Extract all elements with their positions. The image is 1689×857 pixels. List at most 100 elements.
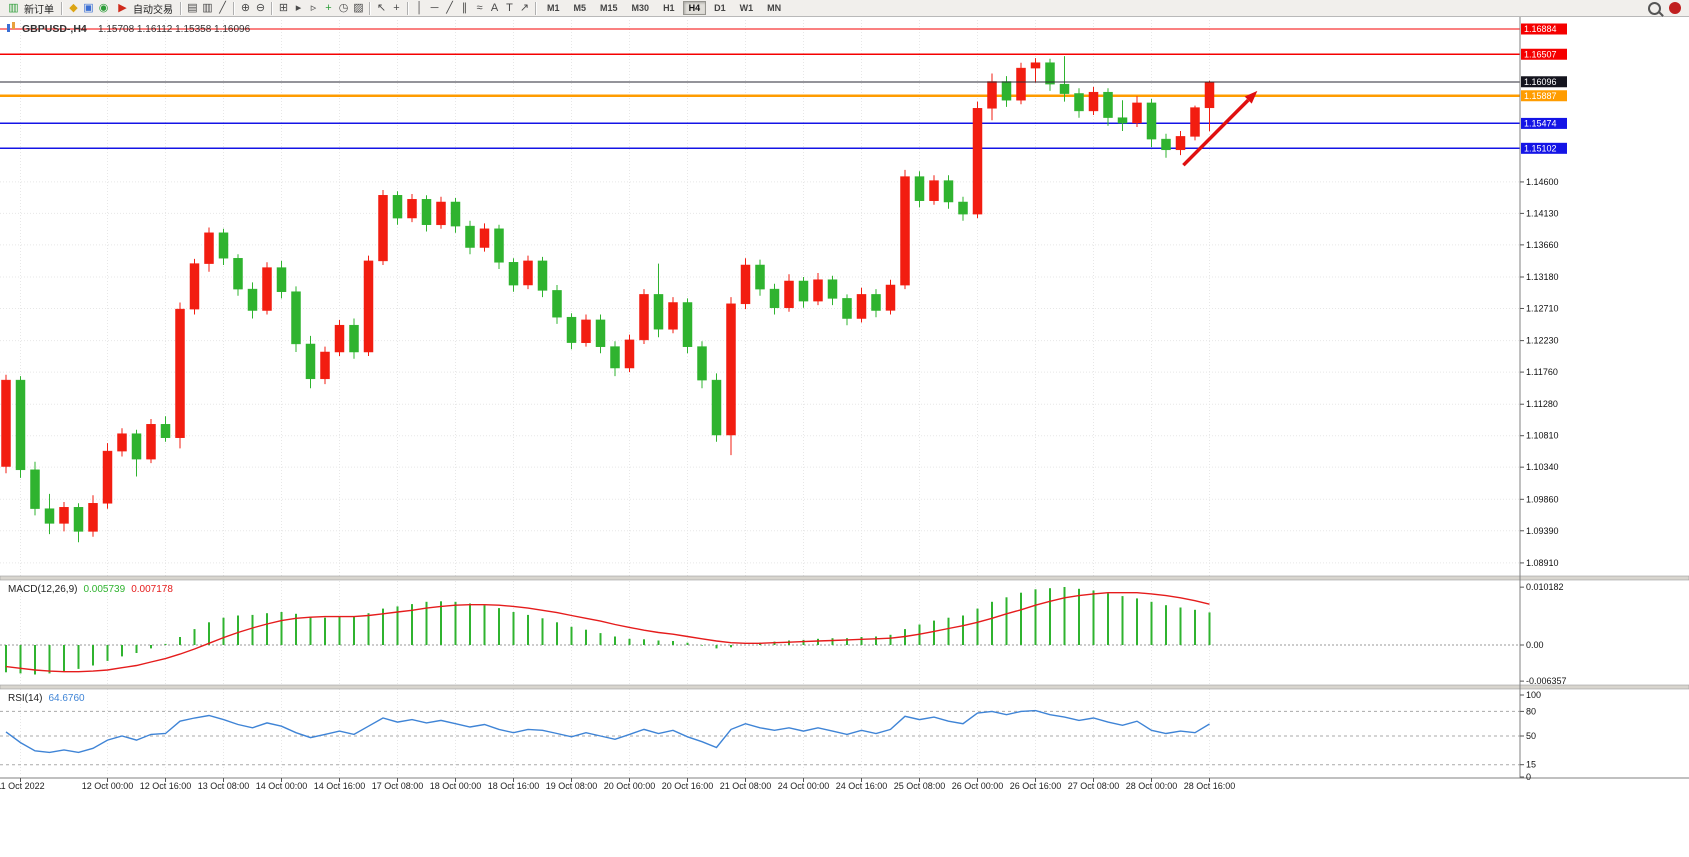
macd-scale-label: 0.00	[1526, 640, 1544, 650]
price-axis-label: 1.13180	[1526, 272, 1559, 282]
chart-title: GBPUSD-,H4	[22, 23, 87, 35]
new-order-icon: ▥	[8, 1, 19, 14]
time-axis-label: 27 Oct 08:00	[1068, 781, 1120, 791]
timeframe-button-w1[interactable]: W1	[734, 1, 760, 15]
timeframe-button-mn[interactable]: MN	[761, 1, 787, 15]
macd-label: MACD(12,26,9) 0.005739 0.007178	[8, 584, 173, 595]
panel-separator[interactable]	[0, 684, 1689, 690]
timeframe-button-d1[interactable]: D1	[708, 1, 732, 15]
chart-canvas[interactable]: 1.14600 1.14130 1.13660 1.13180 1.12710 1.122…	[0, 17, 1689, 857]
time-axis-label: 14 Oct 00:00	[256, 781, 308, 791]
panel-separator[interactable]	[0, 575, 1689, 581]
notification-icon[interactable]	[1669, 2, 1681, 14]
time-axis-label: 18 Oct 16:00	[488, 781, 540, 791]
timeframe-button-m1[interactable]: M1	[541, 1, 566, 15]
templates-icon[interactable]: ▨	[353, 1, 364, 14]
rsi-scale-label: 50	[1526, 731, 1536, 741]
time-axis-label: 20 Oct 16:00	[662, 781, 714, 791]
time-axis-label: 18 Oct 00:00	[430, 781, 482, 791]
toolbar-separator	[61, 1, 63, 15]
time-axis-label: 25 Oct 08:00	[894, 781, 946, 791]
chart-shift-icon[interactable]: ▹	[310, 1, 317, 14]
timeframe-button-m15[interactable]: M15	[594, 1, 624, 15]
price-tag: 1.16884	[1524, 24, 1557, 34]
horizontal-line-icon[interactable]: ─	[430, 1, 439, 14]
time-axis-label: 21 Oct 08:00	[720, 781, 772, 791]
timeframe-button-m30[interactable]: M30	[626, 1, 656, 15]
period-icon[interactable]: ◷	[338, 1, 349, 14]
macd-scale-label: 0.010182	[1526, 582, 1564, 592]
timeframe-button-h4[interactable]: H4	[682, 1, 707, 15]
arrows-icon[interactable]: ↗	[519, 1, 530, 14]
time-axis-label: 12 Oct 00:00	[82, 781, 134, 791]
vertical-line-icon[interactable]: │	[416, 1, 423, 14]
chart-area[interactable]: 1.14600 1.14130 1.13660 1.13180 1.12710 1.122…	[0, 17, 1689, 857]
time-axis[interactable]: 11 Oct 2022 12 Oct 00:00 12 Oct 16:00 13 Oc…	[0, 778, 1235, 791]
price-axis-label: 1.13660	[1526, 240, 1559, 250]
candles	[1, 56, 1215, 543]
rsi-label: RSI(14) 64.6760	[8, 693, 85, 704]
indicators-icon[interactable]: +	[325, 1, 332, 14]
text-label-icon[interactable]: T	[506, 1, 513, 14]
rsi-scale-label: 100	[1526, 690, 1541, 700]
autotrade-icon: ▶	[118, 1, 127, 14]
rsi-scale-label: 80	[1526, 706, 1536, 716]
zoom-out-icon[interactable]: ⊖	[255, 1, 266, 14]
autotrade-button[interactable]: ▶ 自动交易	[111, 1, 177, 16]
fibonacci-icon[interactable]: ≈	[476, 1, 483, 14]
price-axis-label: 1.14130	[1526, 208, 1559, 218]
grid	[0, 20, 1520, 776]
autotrade-button-label: 自动交易	[133, 4, 173, 16]
price-axis-label: 1.12230	[1526, 336, 1559, 346]
line-chart-icon[interactable]: ╱	[219, 1, 226, 14]
timeframe-button-h1[interactable]: H1	[657, 1, 681, 15]
horizontal-line-objects[interactable]	[0, 28, 1520, 150]
time-axis-label: 14 Oct 16:00	[314, 781, 366, 791]
candlestick-chart-icon[interactable]: ▥	[202, 1, 213, 14]
bar-chart-icon[interactable]: ▤	[187, 1, 198, 14]
auto-scroll-icon[interactable]: ▸	[295, 1, 302, 14]
cursor-icon[interactable]: ↖	[376, 1, 387, 14]
time-axis-label: 26 Oct 00:00	[952, 781, 1004, 791]
new-order-button-label: 新订单	[24, 4, 54, 16]
chart-ohlc-values: 1.15708 1.16112 1.15358 1.16096	[98, 24, 251, 35]
price-tag: 1.15102	[1524, 144, 1557, 154]
time-axis-label: 24 Oct 00:00	[778, 781, 830, 791]
price-axis-label: 1.14600	[1526, 177, 1559, 187]
price-axis-label: 1.09860	[1526, 494, 1559, 504]
equidistant-channel-icon[interactable]: ∥	[461, 1, 468, 14]
text-icon[interactable]: A	[490, 1, 499, 14]
chart-plot-area[interactable]	[0, 17, 1520, 576]
rsi-line	[5, 709, 1210, 754]
zoom-in-icon[interactable]: ⊕	[240, 1, 251, 14]
new-order-button[interactable]: ▥ 新订单	[2, 1, 58, 16]
price-tag: 1.15474	[1524, 119, 1557, 129]
price-axis-label: 1.12710	[1526, 303, 1559, 313]
chart-title-overlay: GBPUSD-,H4 1.15708 1.16112 1.15358 1.1609…	[7, 22, 251, 35]
time-axis-label: 20 Oct 00:00	[604, 781, 656, 791]
tile-windows-icon[interactable]: ⊞	[278, 1, 289, 14]
trend-arrow-annotation[interactable]	[1182, 90, 1258, 167]
time-axis-label: 13 Oct 08:00	[198, 781, 250, 791]
time-axis-label: 24 Oct 16:00	[836, 781, 888, 791]
rsi-scale-label: 0	[1526, 772, 1531, 782]
trendline-icon[interactable]: ╱	[446, 1, 453, 14]
marketwatch-icon[interactable]: ◆	[69, 1, 78, 14]
data-window-icon[interactable]: ▣	[83, 1, 94, 14]
price-axis-label: 1.09390	[1526, 526, 1559, 536]
time-axis-label: 26 Oct 16:00	[1010, 781, 1062, 791]
price-axis[interactable]: 1.14600 1.14130 1.13660 1.13180 1.12710 1.122…	[1520, 23, 1567, 783]
toolbar: ▥ 新订单 ◆ ▣ ◉ ▶ 自动交易 ▤ ▥ ╱ ⊕ ⊖ ⊞ ▸ ▹ + ◷ ▨ ↖ + │ ─ ╱ ∥ ≈ A T ↗ M1 M5 M15…	[0, 0, 1689, 17]
time-axis-label: 19 Oct 08:00	[546, 781, 598, 791]
time-axis-label: 11 Oct 2022	[0, 781, 45, 791]
price-axis-label: 1.11760	[1526, 367, 1558, 377]
time-axis-label: 28 Oct 00:00	[1126, 781, 1178, 791]
rsi-indicator	[0, 709, 1520, 766]
crosshair-icon[interactable]: +	[393, 1, 400, 14]
macd-indicator	[0, 587, 1520, 675]
search-icon[interactable]	[1648, 1, 1661, 15]
time-axis-label: 12 Oct 16:00	[140, 781, 192, 791]
navigator-icon[interactable]: ◉	[98, 1, 109, 14]
toolbar-separator	[233, 1, 235, 15]
timeframe-button-m5[interactable]: M5	[568, 1, 593, 15]
